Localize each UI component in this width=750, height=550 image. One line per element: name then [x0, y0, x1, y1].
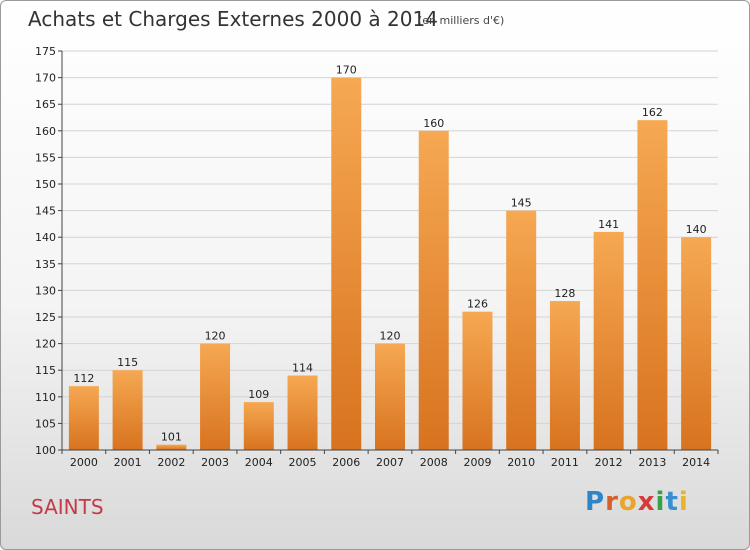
- x-tick-label: 2014: [682, 456, 710, 469]
- logo-letter: i: [655, 487, 666, 517]
- proxiti-logo: Proxiti: [585, 487, 689, 517]
- x-tick-label: 2002: [157, 456, 185, 469]
- data-label-2014: 140: [686, 223, 707, 236]
- bars: [68, 77, 712, 451]
- data-label-2006: 170: [336, 64, 357, 77]
- chart-title: Achats et Charges Externes 2000 à 2014: [28, 7, 438, 31]
- bar-2014: [681, 237, 712, 450]
- data-label-2005: 114: [292, 362, 313, 375]
- x-tick-label: 2013: [638, 456, 666, 469]
- logo-letter: r: [605, 487, 619, 517]
- x-tick-label: 2007: [376, 456, 404, 469]
- data-label-2011: 128: [554, 287, 575, 300]
- x-tick-label: 2006: [332, 456, 360, 469]
- bar-2003: [200, 343, 231, 450]
- y-tick-label: 130: [35, 284, 56, 297]
- data-label-2003: 120: [205, 330, 226, 343]
- bar-2011: [549, 301, 580, 450]
- x-tick-label: 2009: [463, 456, 491, 469]
- data-label-2012: 141: [598, 218, 619, 231]
- data-label-2002: 101: [161, 431, 182, 444]
- data-label-2013: 162: [642, 106, 663, 119]
- y-tick-label: 115: [35, 364, 56, 377]
- logo-letter: t: [665, 487, 679, 517]
- x-tick-label: 2005: [289, 456, 317, 469]
- data-label-2008: 160: [423, 117, 444, 130]
- data-labels: 112 115 101 120 109 114 170 120 160 126 145 128 141 1…: [73, 64, 706, 444]
- y-tick-label: 125: [35, 311, 56, 324]
- x-tick-label: 2011: [551, 456, 579, 469]
- bar-2000: [68, 386, 99, 450]
- bar-2005: [287, 375, 318, 450]
- logo-letter: P: [585, 487, 606, 517]
- data-label-2009: 126: [467, 298, 488, 311]
- y-tick-label: 145: [35, 205, 56, 218]
- y-tick-label: 155: [35, 151, 56, 164]
- data-label-2004: 109: [248, 388, 269, 401]
- chart-subtitle: (en milliers d'€): [418, 14, 505, 27]
- bar-2010: [506, 210, 537, 450]
- y-tick-label: 160: [35, 125, 56, 138]
- bar-2007: [375, 343, 405, 450]
- y-tick-label: 165: [35, 98, 56, 111]
- logo-letter: x: [637, 487, 656, 517]
- data-label-2007: 120: [380, 330, 401, 343]
- y-tick-label: 105: [35, 417, 56, 430]
- y-tick-label: 150: [35, 178, 56, 191]
- x-tick-label: 2010: [507, 456, 535, 469]
- x-tick-label: 2004: [245, 456, 273, 469]
- bar-2004: [243, 402, 274, 450]
- x-tick-label: 2008: [420, 456, 448, 469]
- data-label-2010: 145: [511, 197, 532, 210]
- bar-2008: [418, 130, 449, 451]
- x-tick-label: 2012: [595, 456, 623, 469]
- bar-2002: [156, 444, 187, 450]
- logo-letter: i: [678, 487, 689, 517]
- x-tick-label: 2003: [201, 456, 229, 469]
- logo-letter: o: [618, 487, 638, 517]
- bar-2013: [637, 120, 668, 450]
- x-tick-label: 2001: [114, 456, 142, 469]
- y-tick-label: 135: [35, 258, 56, 271]
- y-tick-label: 175: [35, 45, 56, 58]
- y-tick-label: 120: [35, 338, 56, 351]
- data-label-2000: 112: [73, 372, 94, 385]
- axes: 1001051101151201251301351401451501551601…: [35, 45, 719, 469]
- bar-2006: [331, 77, 362, 450]
- y-tick-label: 140: [35, 231, 56, 244]
- y-tick-label: 170: [35, 72, 56, 85]
- bar-2012: [593, 231, 624, 450]
- y-tick-label: 100: [35, 444, 56, 457]
- bar-2009: [462, 311, 493, 450]
- x-tick-label: 2000: [70, 456, 98, 469]
- data-label-2001: 115: [117, 356, 138, 369]
- bar-2001: [112, 370, 143, 450]
- place-name: SAINTS: [31, 495, 104, 519]
- y-tick-label: 110: [35, 391, 56, 404]
